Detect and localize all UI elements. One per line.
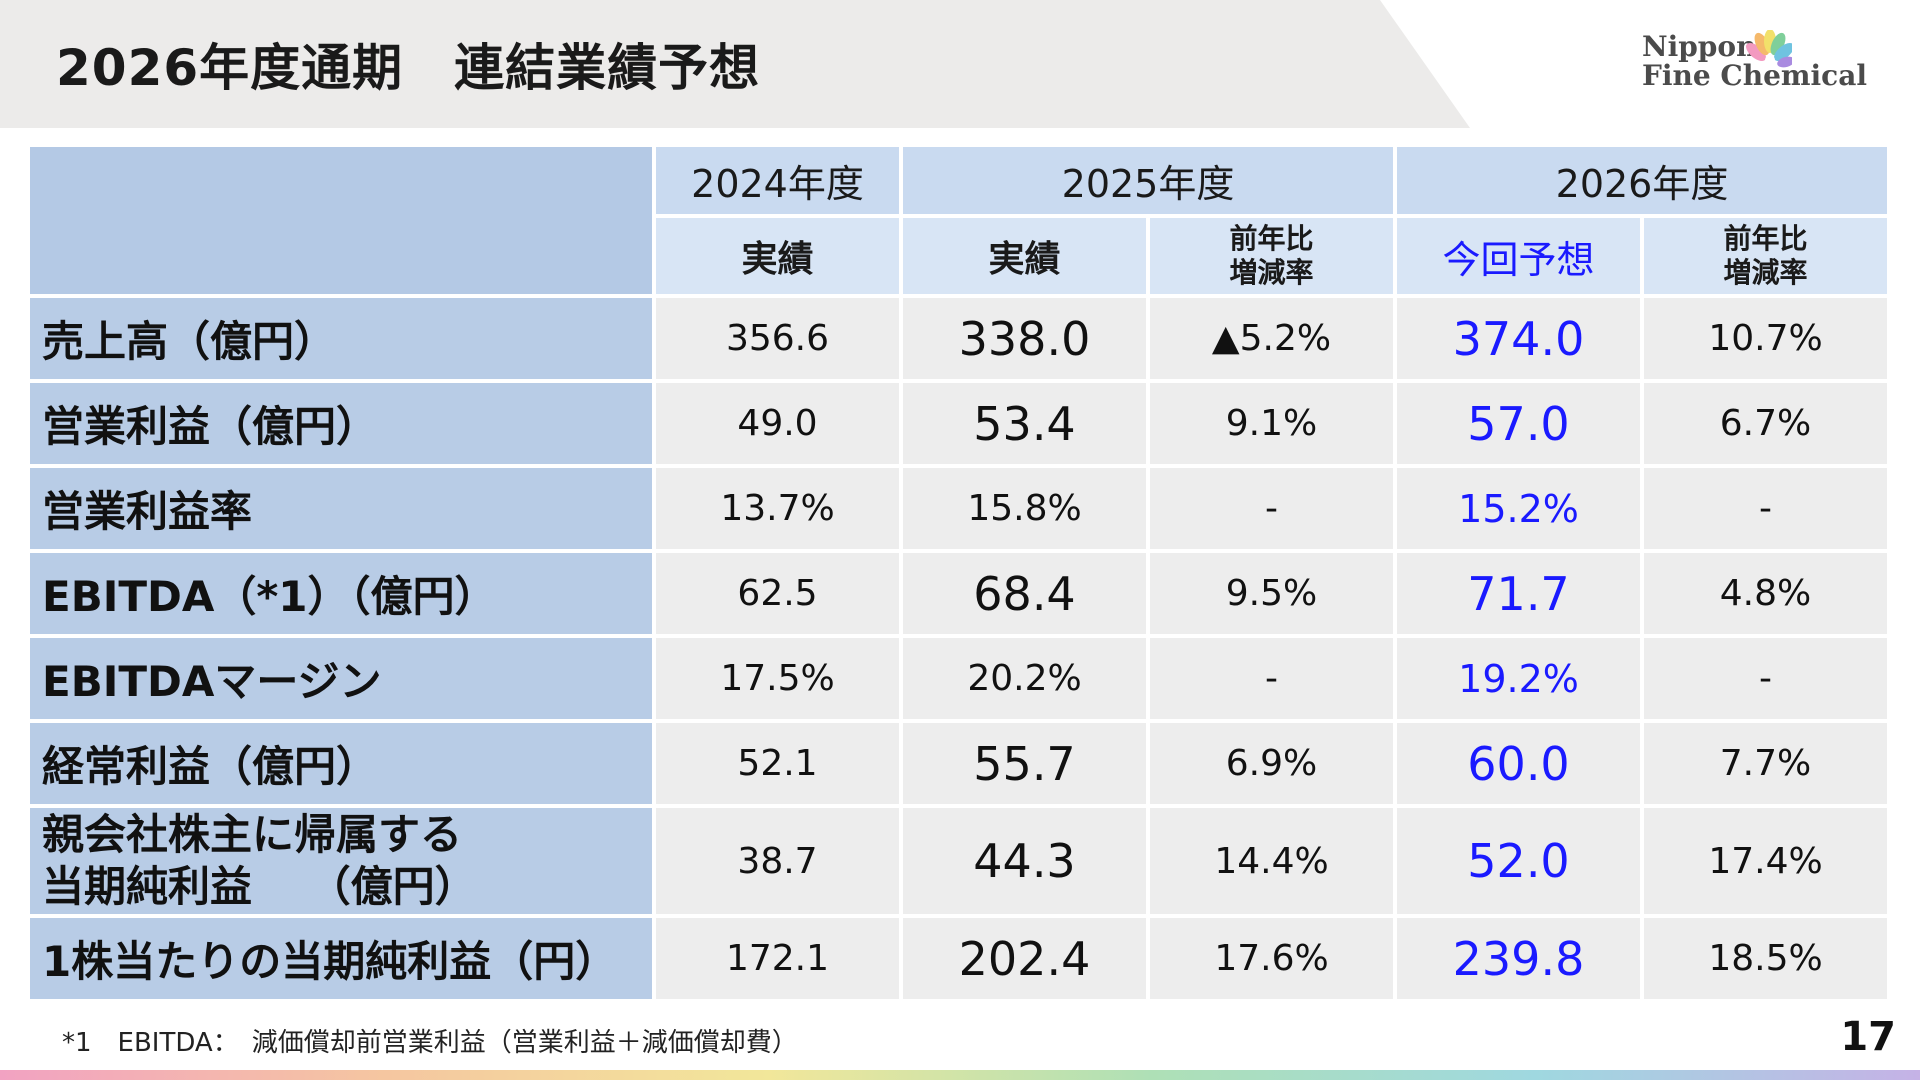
row-label: 売上高（億円） bbox=[30, 298, 652, 379]
cell-2024-actual: 17.5% bbox=[656, 638, 899, 719]
cell-2025-yoy: ▲5.2% bbox=[1150, 298, 1393, 379]
subheader-2026-yoy-line2: 増減率 bbox=[1723, 256, 1808, 289]
row-label: 経常利益（億円） bbox=[30, 723, 652, 804]
subheader-2026-forecast: 今回予想 bbox=[1397, 218, 1640, 294]
cell-2026-yoy: 17.4% bbox=[1644, 808, 1887, 914]
cell-2026-yoy: 7.7% bbox=[1644, 723, 1887, 804]
cell-2025-actual: 15.8% bbox=[903, 468, 1146, 549]
cell-2026-yoy: - bbox=[1644, 638, 1887, 719]
rainbow-footer-bar bbox=[0, 1070, 1920, 1080]
cell-2024-actual: 13.7% bbox=[656, 468, 899, 549]
logo-text-line2: Fine Chemical bbox=[1642, 59, 1867, 92]
table-row-operating-margin: 営業利益率 13.7% 15.8% - 15.2% - bbox=[30, 468, 1887, 549]
cell-2026-yoy: 4.8% bbox=[1644, 553, 1887, 634]
cell-2025-actual: 53.4 bbox=[903, 383, 1146, 464]
subheader-2025-yoy-line1: 前年比 bbox=[1229, 222, 1314, 255]
table-row-net-sales: 売上高（億円） 356.6 338.0 ▲5.2% 374.0 10.7% bbox=[30, 298, 1887, 379]
cell-2024-actual: 52.1 bbox=[656, 723, 899, 804]
cell-2025-actual: 44.3 bbox=[903, 808, 1146, 914]
cell-2025-actual: 20.2% bbox=[903, 638, 1146, 719]
table-corner bbox=[30, 147, 652, 294]
year-header-2024: 2024年度 bbox=[656, 147, 899, 214]
table-row-ebitda: EBITDA（*1）（億円） 62.5 68.4 9.5% 71.7 4.8% bbox=[30, 553, 1887, 634]
cell-2026-forecast: 57.0 bbox=[1397, 383, 1640, 464]
cell-2026-forecast: 15.2% bbox=[1397, 468, 1640, 549]
cell-2025-yoy: 6.9% bbox=[1150, 723, 1393, 804]
cell-2026-yoy: 10.7% bbox=[1644, 298, 1887, 379]
subheader-2025-yoy-line2: 増減率 bbox=[1229, 256, 1314, 289]
cell-2026-forecast: 239.8 bbox=[1397, 918, 1640, 999]
subheader-2026-yoy-line1: 前年比 bbox=[1723, 222, 1808, 255]
logo-text-line1: Nippon bbox=[1642, 30, 1757, 63]
cell-2025-actual: 202.4 bbox=[903, 918, 1146, 999]
subheader-2024-actual: 実績 bbox=[656, 218, 899, 294]
row-label-line2: 当期純利益 （億円） bbox=[42, 862, 477, 911]
row-label: EBITDAマージン bbox=[30, 638, 652, 719]
cell-2025-yoy: 9.5% bbox=[1150, 553, 1393, 634]
cell-2026-forecast: 374.0 bbox=[1397, 298, 1640, 379]
year-header-2026: 2026年度 bbox=[1397, 147, 1887, 214]
row-label: 親会社株主に帰属する 当期純利益 （億円） bbox=[30, 808, 652, 914]
row-label: 1株当たりの当期純利益（円） bbox=[30, 918, 652, 999]
table-row-ordinary-profit: 経常利益（億円） 52.1 55.7 6.9% 60.0 7.7% bbox=[30, 723, 1887, 804]
subheader-2026-yoy: 前年比 増減率 bbox=[1644, 218, 1887, 294]
cell-2026-yoy: 6.7% bbox=[1644, 383, 1887, 464]
row-label: EBITDA（*1）（億円） bbox=[30, 553, 652, 634]
cell-2026-yoy: - bbox=[1644, 468, 1887, 549]
year-header-2025: 2025年度 bbox=[903, 147, 1393, 214]
row-label-line1: 親会社株主に帰属する bbox=[42, 810, 463, 859]
page-title: 2026年度通期 連結業績予想 bbox=[56, 39, 761, 97]
cell-2026-forecast: 60.0 bbox=[1397, 723, 1640, 804]
logo-flower-icon bbox=[1746, 30, 1792, 68]
cell-2024-actual: 49.0 bbox=[656, 383, 899, 464]
header-band bbox=[0, 0, 1470, 128]
cell-2025-actual: 68.4 bbox=[903, 553, 1146, 634]
cell-2026-forecast: 19.2% bbox=[1397, 638, 1640, 719]
cell-2024-actual: 356.6 bbox=[656, 298, 899, 379]
cell-2025-yoy: - bbox=[1150, 638, 1393, 719]
forecast-table: 2024年度 2025年度 2026年度 実績 実績 前年比 増減率 今回予想 … bbox=[26, 143, 1891, 1003]
cell-2024-actual: 62.5 bbox=[656, 553, 899, 634]
cell-2025-yoy: - bbox=[1150, 468, 1393, 549]
table-row-eps: 1株当たりの当期純利益（円） 172.1 202.4 17.6% 239.8 1… bbox=[30, 918, 1887, 999]
cell-2026-forecast: 52.0 bbox=[1397, 808, 1640, 914]
row-label: 営業利益率 bbox=[30, 468, 652, 549]
cell-2026-forecast: 71.7 bbox=[1397, 553, 1640, 634]
page-number: 17 bbox=[1840, 1014, 1896, 1060]
cell-2024-actual: 172.1 bbox=[656, 918, 899, 999]
subheader-2025-yoy: 前年比 増減率 bbox=[1150, 218, 1393, 294]
row-label: 営業利益（億円） bbox=[30, 383, 652, 464]
cell-2025-yoy: 14.4% bbox=[1150, 808, 1393, 914]
cell-2026-yoy: 18.5% bbox=[1644, 918, 1887, 999]
table-row-net-income: 親会社株主に帰属する 当期純利益 （億円） 38.7 44.3 14.4% 52… bbox=[30, 808, 1887, 914]
company-logo: Nippon Fine Chemical bbox=[1642, 30, 1867, 100]
cell-2024-actual: 38.7 bbox=[656, 808, 899, 914]
table-row-operating-profit: 営業利益（億円） 49.0 53.4 9.1% 57.0 6.7% bbox=[30, 383, 1887, 464]
cell-2025-actual: 55.7 bbox=[903, 723, 1146, 804]
cell-2025-yoy: 17.6% bbox=[1150, 918, 1393, 999]
cell-2025-yoy: 9.1% bbox=[1150, 383, 1393, 464]
cell-2025-actual: 338.0 bbox=[903, 298, 1146, 379]
footnote: *1 EBITDA： 減価償却前営業利益（営業利益＋減価償却費） bbox=[62, 1028, 798, 1058]
table-row-ebitda-margin: EBITDAマージン 17.5% 20.2% - 19.2% - bbox=[30, 638, 1887, 719]
subheader-2025-actual: 実績 bbox=[903, 218, 1146, 294]
